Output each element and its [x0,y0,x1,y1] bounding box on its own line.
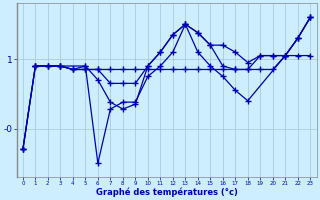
X-axis label: Graphé des températures (°c): Graphé des températures (°c) [96,187,237,197]
